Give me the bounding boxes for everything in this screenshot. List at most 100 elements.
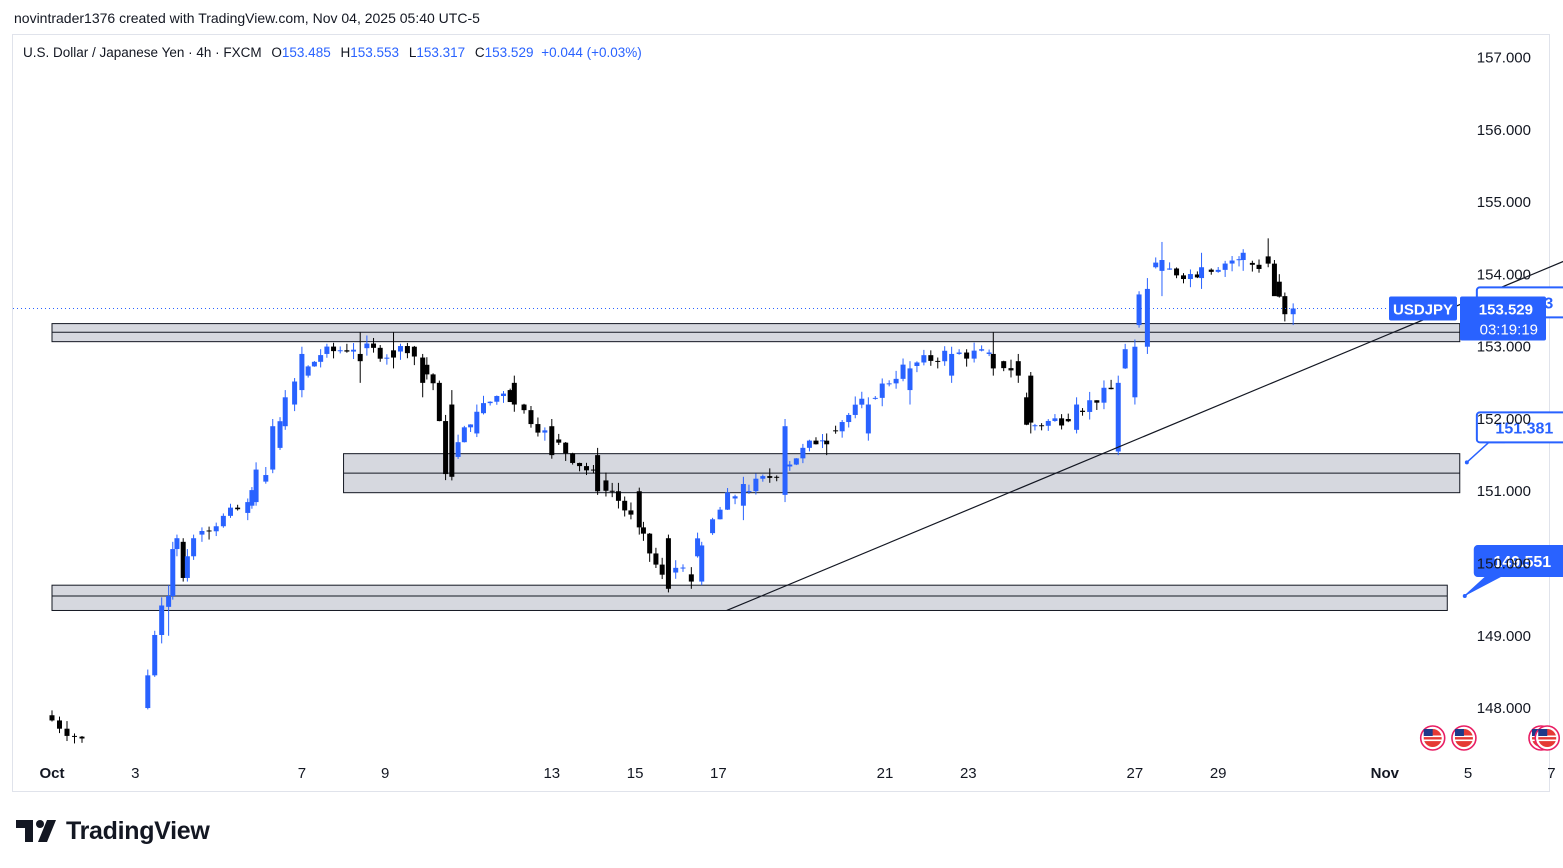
candle-body-58[interactable]: [628, 510, 634, 515]
candle-body-12[interactable]: [235, 507, 241, 510]
candle-body-36[interactable]: [455, 442, 461, 457]
candle-body-68[interactable]: [725, 492, 731, 510]
candle-body-16[interactable]: [292, 381, 298, 405]
candle-body-50[interactable]: [570, 453, 576, 463]
candle-body-44[interactable]: [521, 404, 527, 411]
candle-body-138[interactable]: [245, 502, 251, 513]
candle-body-83[interactable]: [846, 414, 852, 423]
candle-body-92[interactable]: [921, 355, 927, 363]
candle-body-170[interactable]: [1240, 252, 1246, 261]
candle-body-55[interactable]: [609, 490, 615, 492]
candle-body-66[interactable]: [710, 519, 716, 534]
candle-body-11[interactable]: [228, 507, 233, 516]
candle-body-73[interactable]: [767, 476, 773, 478]
candle-body-161[interactable]: [990, 353, 996, 369]
candle-body-120[interactable]: [1180, 275, 1186, 280]
candle-body-38[interactable]: [468, 424, 474, 428]
candle-body-27[interactable]: [377, 347, 383, 359]
candle-body-90[interactable]: [900, 364, 906, 379]
candle-body-72[interactable]: [760, 476, 766, 479]
candle-body-168[interactable]: [1159, 260, 1165, 271]
candle-body-42[interactable]: [500, 393, 506, 397]
candle-body-104[interactable]: [1032, 425, 1038, 427]
candle-body-97[interactable]: [964, 352, 970, 359]
candle-body-163[interactable]: [1028, 375, 1034, 423]
candle-body-33[interactable]: [430, 374, 436, 384]
candle-body-4[interactable]: [79, 736, 85, 739]
candle-body-1[interactable]: [56, 720, 62, 729]
candle-body-70[interactable]: [746, 491, 752, 493]
candle-body-166[interactable]: [1132, 346, 1138, 398]
zone-3-rect[interactable]: [51, 584, 1448, 611]
candle-body-40[interactable]: [487, 401, 493, 404]
candle-body-81[interactable]: [833, 430, 839, 432]
candle-body-69[interactable]: [732, 496, 738, 499]
candle-body-165[interactable]: [1115, 382, 1121, 452]
candle-body-77[interactable]: [800, 447, 806, 459]
candle-body-7[interactable]: [159, 605, 165, 635]
candle-body-155[interactable]: [740, 484, 746, 506]
candle-body-32[interactable]: [424, 364, 430, 375]
candle-body-39[interactable]: [480, 403, 486, 414]
candle-body-119[interactable]: [1174, 268, 1180, 276]
candle-body-132[interactable]: [170, 549, 176, 597]
candle-body-63[interactable]: [673, 567, 679, 573]
candle-body-67[interactable]: [717, 509, 723, 520]
candle-body-118[interactable]: [1167, 268, 1173, 270]
candle-body-152[interactable]: [665, 538, 671, 589]
candle-body-125[interactable]: [1222, 263, 1228, 270]
candle-body-100[interactable]: [986, 352, 992, 354]
candle-body-46[interactable]: [535, 424, 541, 433]
candle-body-173[interactable]: [1282, 296, 1288, 315]
candle-body-96[interactable]: [956, 352, 962, 354]
candle-body-51[interactable]: [577, 462, 583, 467]
candle-body-30[interactable]: [404, 346, 410, 354]
candle-body-158[interactable]: [865, 404, 871, 434]
candle-body-159[interactable]: [907, 368, 913, 391]
candle-body-29[interactable]: [397, 346, 403, 352]
candle-body-114[interactable]: [1108, 387, 1114, 390]
candle-body-169[interactable]: [1199, 267, 1205, 279]
candle-body-28[interactable]: [384, 357, 390, 359]
candle-body-78[interactable]: [806, 440, 812, 448]
candle-body-148[interactable]: [511, 382, 517, 405]
candle-body-82[interactable]: [839, 422, 845, 432]
candle-body-93[interactable]: [928, 355, 934, 361]
candle-body-142[interactable]: [299, 353, 305, 391]
candle-body-147[interactable]: [474, 411, 480, 434]
candle-body-154[interactable]: [699, 545, 705, 582]
candle-body-131[interactable]: [166, 596, 172, 607]
candle-body-49[interactable]: [563, 442, 569, 454]
candle-body-140[interactable]: [270, 426, 276, 470]
candle-body-95[interactable]: [942, 350, 948, 362]
candle-body-117[interactable]: [1153, 262, 1159, 268]
candle-body-157[interactable]: [824, 440, 830, 445]
candle-body-126[interactable]: [1229, 260, 1235, 264]
candle-body-31[interactable]: [411, 346, 417, 357]
candle-body-18[interactable]: [311, 361, 317, 367]
candle-body-35[interactable]: [443, 421, 449, 475]
callout-2-box[interactable]: [1475, 411, 1563, 444]
candle-body-43[interactable]: [507, 390, 513, 403]
candle-body-13[interactable]: [249, 490, 255, 506]
candle-body-113[interactable]: [1101, 387, 1107, 403]
candle-body-17[interactable]: [305, 366, 311, 376]
candle-body-134[interactable]: [180, 541, 186, 578]
candle-body-37[interactable]: [461, 427, 467, 443]
candle-body-53[interactable]: [590, 469, 596, 471]
candle-body-8[interactable]: [206, 530, 212, 532]
candle-body-34[interactable]: [436, 382, 442, 422]
candle-body-167[interactable]: [1144, 288, 1150, 347]
candle-body-139[interactable]: [253, 469, 259, 503]
candle-body-101[interactable]: [1001, 361, 1007, 369]
candle-body-115[interactable]: [1122, 349, 1128, 369]
candle-body-74[interactable]: [774, 476, 780, 478]
candle-body-62[interactable]: [659, 564, 665, 575]
candle-body-76[interactable]: [793, 458, 799, 465]
candle-body-146[interactable]: [449, 404, 455, 477]
candle-body-102[interactable]: [1008, 368, 1014, 371]
candle-body-20[interactable]: [324, 346, 330, 354]
candle-body-149[interactable]: [549, 426, 555, 456]
candle-body-89[interactable]: [893, 378, 899, 384]
